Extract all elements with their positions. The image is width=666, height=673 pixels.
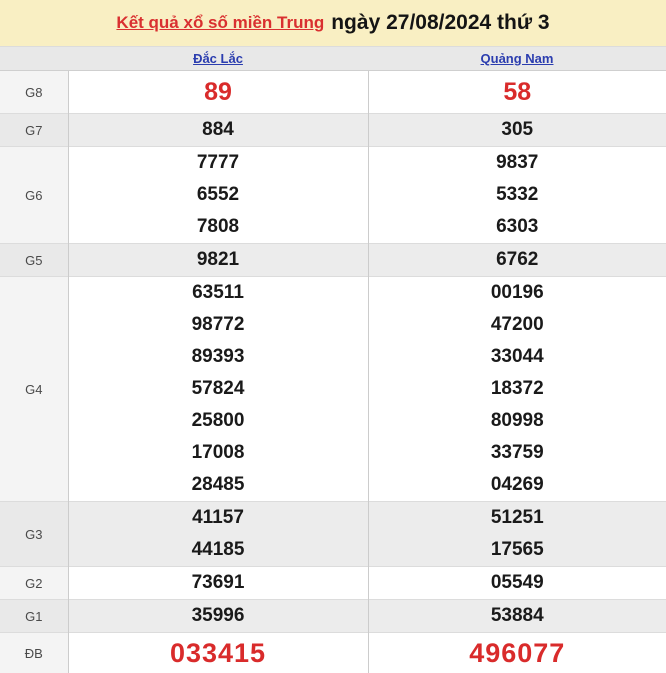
prize-label: G5	[0, 244, 68, 277]
prize-value: 57824	[69, 373, 368, 405]
prize-value: 28485	[69, 469, 368, 501]
prize-value: 6303	[369, 211, 666, 243]
prize-label: G3	[0, 502, 68, 567]
prize-value: 80998	[369, 405, 666, 437]
page-header: Kết quả xổ số miền Trung ngày 27/08/2024…	[0, 0, 666, 46]
draw-date-title: ngày 27/08/2024 thứ 3	[331, 11, 549, 35]
region-title-link[interactable]: Kết quả xổ số miền Trung	[116, 13, 324, 33]
prize-value: 73691	[69, 567, 368, 599]
prize-value: 04269	[369, 469, 666, 501]
prize-value: 33044	[369, 341, 666, 373]
prize-value: 305	[369, 114, 666, 146]
prize-value: 53884	[369, 600, 666, 632]
prize-value: 51251	[369, 502, 666, 534]
prize-label: G2	[0, 567, 68, 600]
prize-value: 35996	[69, 600, 368, 632]
prize-row-g7: G7 884 305	[0, 114, 666, 147]
prize-value: 00196	[369, 277, 666, 309]
prize-row-g6: G6 7777 6552 7808 9837 5332 6303	[0, 147, 666, 244]
prize-label: G7	[0, 114, 68, 147]
prize-value: 7777	[69, 147, 368, 179]
prize-value: 5332	[369, 179, 666, 211]
column-header-row: Đắc Lắc Quảng Nam	[0, 47, 666, 71]
prize-value: 89	[69, 71, 368, 113]
prize-label: G1	[0, 600, 68, 633]
prize-value: 6762	[369, 244, 666, 276]
prize-value: 7808	[69, 211, 368, 243]
prize-row-g3: G3 41157 44185 51251 17565	[0, 502, 666, 567]
prize-label: G8	[0, 71, 68, 114]
prize-label: G4	[0, 277, 68, 502]
prize-value: 6552	[69, 179, 368, 211]
prize-row-db: ĐB 033415 496077	[0, 633, 666, 673]
prize-row-g8: G8 89 58	[0, 71, 666, 114]
prize-value: 9821	[69, 244, 368, 276]
prize-value: 98772	[69, 309, 368, 341]
province-link-dac-lac[interactable]: Đắc Lắc	[193, 51, 243, 66]
prize-value: 496077	[369, 633, 666, 673]
prize-value: 033415	[69, 633, 368, 673]
prize-label: ĐB	[0, 633, 68, 673]
prize-value: 89393	[69, 341, 368, 373]
prize-row-g2: G2 73691 05549	[0, 567, 666, 600]
prize-row-g1: G1 35996 53884	[0, 600, 666, 633]
prize-row-g4: G4 63511 98772 89393 57824 25800 17008 2…	[0, 277, 666, 502]
prize-value: 17008	[69, 437, 368, 469]
prize-value: 9837	[369, 147, 666, 179]
prize-row-g5: G5 9821 6762	[0, 244, 666, 277]
prize-value: 33759	[369, 437, 666, 469]
prize-value: 884	[69, 114, 368, 146]
prize-value: 63511	[69, 277, 368, 309]
province-link-quang-nam[interactable]: Quảng Nam	[481, 51, 554, 66]
prize-value: 17565	[369, 534, 666, 566]
prize-label: G6	[0, 147, 68, 244]
prize-value: 58	[369, 71, 666, 113]
results-table: Đắc Lắc Quảng Nam G8 89 58 G7 884 305 G6…	[0, 46, 666, 673]
prize-value: 44185	[69, 534, 368, 566]
prize-value: 18372	[369, 373, 666, 405]
prize-value: 41157	[69, 502, 368, 534]
prize-value: 25800	[69, 405, 368, 437]
prize-value: 05549	[369, 567, 666, 599]
empty-corner-cell	[0, 47, 68, 71]
prize-value: 47200	[369, 309, 666, 341]
